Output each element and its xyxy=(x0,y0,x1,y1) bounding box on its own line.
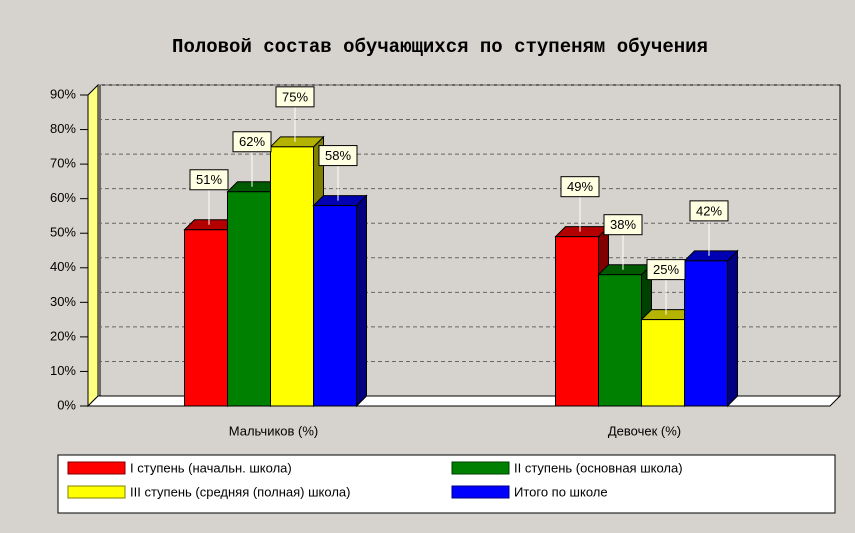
y-tick-label: 70% xyxy=(50,156,76,171)
data-label: 49% xyxy=(567,179,593,194)
bar-top xyxy=(312,195,368,207)
left-wall xyxy=(87,83,99,408)
y-tick-label: 90% xyxy=(50,86,76,101)
label-box xyxy=(189,169,229,191)
bar xyxy=(313,205,357,407)
bar xyxy=(598,274,642,407)
legend-label: III ступень (средняя (полная) школа) xyxy=(130,484,350,499)
data-label: 38% xyxy=(610,217,636,232)
y-tick-label: 50% xyxy=(50,225,76,240)
data-label: 25% xyxy=(653,262,679,277)
bar xyxy=(641,319,685,407)
y-tick-label: 10% xyxy=(50,363,76,378)
data-label: 51% xyxy=(196,172,222,187)
bar xyxy=(270,146,314,407)
label-box xyxy=(275,86,315,108)
legend-swatch xyxy=(67,485,126,499)
bar-side xyxy=(356,194,367,408)
bar-top xyxy=(269,136,325,148)
bar xyxy=(555,236,599,407)
bar-top xyxy=(554,226,610,238)
label-box xyxy=(689,200,729,222)
data-label: 42% xyxy=(696,203,722,218)
bar-side xyxy=(727,249,738,408)
label-box xyxy=(318,145,358,167)
legend-swatch xyxy=(67,461,126,475)
label-box xyxy=(560,176,600,198)
label-box xyxy=(603,214,643,236)
x-tick-label: Девочек (%) xyxy=(608,423,681,438)
legend-label: I ступень (начальн. школа) xyxy=(130,460,292,475)
legend-label: Итого по школе xyxy=(514,484,608,499)
y-tick-label: 80% xyxy=(50,121,76,136)
legend-swatch xyxy=(451,461,510,475)
x-tick-label: Мальчиков (%) xyxy=(229,423,319,438)
label-box xyxy=(232,131,272,153)
bar-top xyxy=(597,264,653,276)
bar xyxy=(684,260,728,407)
legend xyxy=(57,454,836,514)
bar-top xyxy=(683,250,739,262)
bar xyxy=(227,191,271,407)
data-label: 75% xyxy=(282,89,308,104)
y-tick-label: 60% xyxy=(50,190,76,205)
label-box xyxy=(646,259,686,281)
y-tick-label: 20% xyxy=(50,328,76,343)
y-tick-label: 30% xyxy=(50,294,76,309)
y-tick-label: 40% xyxy=(50,259,76,274)
bar xyxy=(184,229,228,407)
chart-title: Половой состав обучающихся по ступеням о… xyxy=(172,36,708,58)
data-label: 58% xyxy=(325,148,351,163)
data-label: 62% xyxy=(239,134,265,149)
legend-swatch xyxy=(451,485,510,499)
y-tick-label: 0% xyxy=(57,397,76,412)
legend-label: II ступень (основная школа) xyxy=(514,460,683,475)
